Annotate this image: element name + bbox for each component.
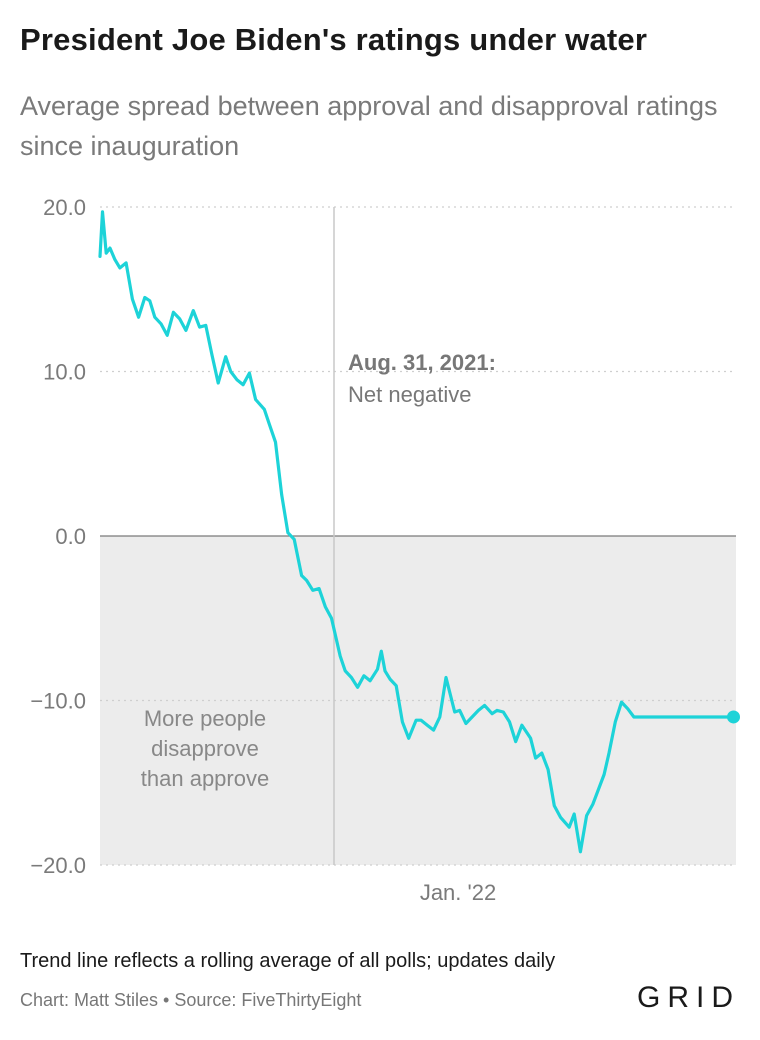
- region-annotation-line-2: disapprove: [151, 736, 259, 761]
- x-tick-label: Jan. '22: [420, 880, 496, 905]
- grid-logo: GRID: [637, 981, 740, 1014]
- y-tick-label: 0.0: [55, 524, 86, 549]
- latest-point-dot: [727, 710, 741, 724]
- region-annotation-line-1: More people: [144, 706, 266, 731]
- gridlines: [100, 206, 736, 866]
- y-tick-label: 20.0: [43, 195, 86, 220]
- line-chart: 20.0 10.0 0.0 −10.0 −20.0 Aug. 31, 2021: Net…: [30, 195, 741, 905]
- annotation-text: Net negative: [348, 382, 472, 407]
- y-tick-label: 10.0: [43, 360, 86, 385]
- region-annotation: More people disapprove than approve: [141, 706, 269, 791]
- series-line: [98, 210, 736, 854]
- y-tick-label: −10.0: [30, 689, 86, 714]
- chart-title: President Joe Biden's ratings under wate…: [20, 22, 648, 57]
- annotation-date: Aug. 31, 2021:: [348, 350, 496, 375]
- source-credit: Chart: Matt Stiles • Source: FiveThirtyE…: [20, 990, 362, 1010]
- footnote: Trend line reflects a rolling average of…: [20, 950, 556, 972]
- chart-subtitle: Average spread between approval and disa…: [20, 91, 718, 161]
- y-axis-labels: 20.0 10.0 0.0 −10.0 −20.0: [30, 195, 86, 878]
- region-annotation-line-3: than approve: [141, 766, 269, 791]
- y-tick-label: −20.0: [30, 853, 86, 878]
